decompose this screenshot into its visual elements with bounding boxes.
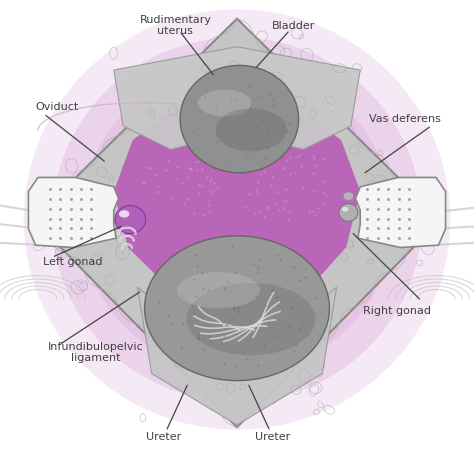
Ellipse shape [339,204,358,221]
Text: Rudimentary
uterus: Rudimentary uterus [139,15,211,36]
Text: Right gonad: Right gonad [364,305,431,316]
Polygon shape [33,19,441,427]
Text: Oviduct: Oviduct [36,102,79,113]
Polygon shape [114,70,360,355]
Ellipse shape [119,210,129,218]
Text: Infundibulopelvic
ligament: Infundibulopelvic ligament [47,342,143,363]
Text: Left gonad: Left gonad [43,256,102,267]
Polygon shape [137,287,337,425]
Ellipse shape [24,9,450,430]
Ellipse shape [186,283,316,355]
Text: Ureter: Ureter [146,432,181,442]
Ellipse shape [115,205,146,234]
Ellipse shape [177,272,260,308]
Ellipse shape [180,65,299,173]
Text: Bladder: Bladder [272,21,316,31]
Ellipse shape [342,207,348,212]
Text: Vas deferens: Vas deferens [369,114,441,124]
Ellipse shape [52,37,422,402]
Polygon shape [28,177,118,248]
Ellipse shape [343,192,354,200]
Polygon shape [114,47,360,149]
Text: Ureter: Ureter [255,432,290,442]
Polygon shape [356,177,446,248]
Ellipse shape [145,236,329,381]
Ellipse shape [81,65,393,374]
Ellipse shape [216,108,287,151]
Ellipse shape [198,90,251,116]
